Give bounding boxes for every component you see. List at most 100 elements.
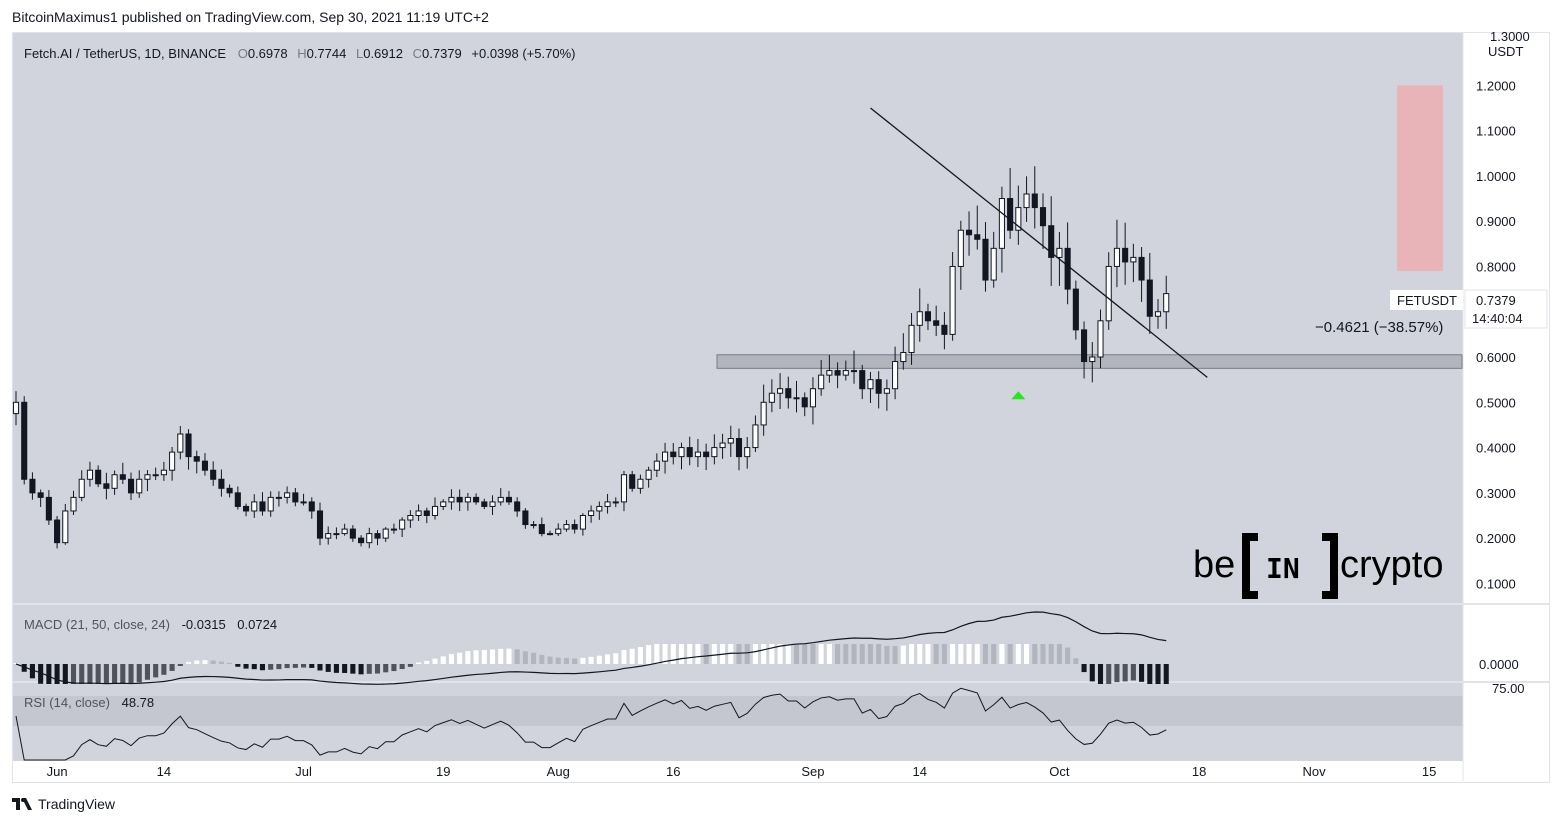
x-tick-label: Jun [47, 764, 68, 779]
macd-histogram-bar [112, 664, 118, 684]
x-tick-label: 16 [666, 764, 680, 779]
candles-layer [12, 166, 1170, 549]
x-tick-label: 15 [1422, 764, 1436, 779]
rsi-legend: RSI (14, close) 48.78 [24, 695, 154, 710]
macd-histogram-bar [416, 662, 422, 664]
price-tag-symbol-bg [1390, 290, 1463, 310]
candle-body [678, 447, 685, 458]
macd-histogram-bar [407, 664, 413, 667]
macd-histogram-bar [1139, 664, 1145, 682]
candle-body [546, 533, 554, 536]
macd-histogram-bar [777, 644, 783, 664]
candle-body [818, 374, 825, 390]
candle-body [653, 460, 660, 471]
macd-histogram-bar [596, 655, 602, 664]
candle-body [177, 433, 184, 453]
macd-histogram-bar [1024, 644, 1030, 664]
macd-histogram-bar [1015, 644, 1021, 664]
candle-body [735, 438, 743, 458]
macd-histogram-bar [793, 644, 800, 664]
candle-body [481, 501, 488, 507]
macd-histogram-bar [506, 648, 512, 664]
macd-histogram-bar [243, 664, 249, 669]
candle-body [982, 238, 989, 281]
macd-histogram-bar [333, 664, 339, 673]
macd-histogram-bar [637, 647, 643, 664]
candle-body [349, 528, 356, 539]
macd-histogram-bar [374, 664, 381, 674]
x-tick-label: Oct [1049, 764, 1070, 779]
macd-histogram-bar [366, 664, 372, 674]
candle-body [423, 510, 430, 516]
candle-body [629, 474, 636, 489]
y-tick-label: 0.5000 [1476, 395, 1516, 410]
axis-area [1464, 33, 1549, 781]
chart-svg[interactable]: 0.10000.20000.30000.40000.50000.60000.70… [12, 32, 1550, 783]
candle-body [275, 496, 282, 499]
macd-histogram-bar [744, 644, 750, 664]
candle-body [727, 438, 734, 444]
macd-line [15, 611, 1167, 685]
candle-body [703, 451, 710, 458]
macd-histogram-bar [350, 664, 356, 674]
macd-histogram-bar [662, 644, 668, 664]
macd-histogram-bar [1097, 664, 1104, 684]
y-tick-label: 0.1000 [1476, 576, 1516, 591]
main-pane-bg [13, 33, 1463, 603]
rsi-label: RSI (14, close) [24, 695, 110, 710]
macd-histogram-bar [317, 664, 323, 671]
macd-histogram-bar [728, 644, 734, 664]
macd-histogram-bar [974, 644, 980, 664]
candle-body [998, 198, 1005, 249]
candle-body [949, 265, 956, 335]
macd-histogram-bar [210, 660, 216, 664]
legend-symbol: Fetch.AI / TetherUS, 1D, BINANCE [24, 46, 226, 61]
candle-body [1023, 193, 1030, 209]
macd-histogram-bar [284, 664, 290, 669]
candle-body [1163, 293, 1170, 313]
macd-histogram-bar [950, 644, 956, 664]
macd-histogram-bar [810, 644, 816, 664]
macd-histogram-bar [1155, 664, 1161, 684]
candle-body [234, 492, 241, 507]
candle-body [1154, 311, 1162, 317]
macd-histogram-bar [629, 648, 635, 664]
candle-body [752, 424, 759, 449]
y-tick-label: 1.0000 [1476, 169, 1516, 184]
candle-body [127, 478, 135, 494]
candle-body [440, 501, 447, 507]
macd-histogram-bar [177, 664, 183, 666]
candle-body [267, 496, 274, 512]
macd-pane-bg [13, 605, 1463, 681]
footer-brand: TradingView [38, 796, 116, 812]
candle-body [1007, 198, 1014, 231]
candle-body [686, 447, 693, 458]
rsi-line [15, 687, 1167, 761]
candle-body [160, 469, 167, 476]
candle-body [390, 528, 397, 531]
candle-body [1138, 256, 1145, 281]
macd-histogram-bar [531, 652, 537, 664]
macd-histogram-bar [835, 644, 841, 664]
candle-body [201, 460, 209, 471]
candle-body [1039, 207, 1047, 227]
candle-body [407, 514, 414, 521]
price-tag-symbol: FETUSDT [1397, 293, 1457, 308]
macd-histogram-bar [933, 644, 939, 664]
candle-body [711, 447, 718, 458]
beincrypto-logo: be IN crypto [1193, 533, 1443, 599]
macd-histogram-bar [1040, 644, 1046, 664]
candle-body [744, 447, 751, 458]
y-tick-label: 0.8000 [1476, 259, 1516, 274]
candle-body [292, 492, 299, 503]
candle-body [1122, 247, 1129, 263]
target-box-layer [1397, 85, 1443, 271]
candle-body [316, 510, 324, 539]
macd-histogram-bar [547, 656, 553, 664]
macd-histogram-bar [1056, 644, 1062, 664]
macd-histogram-bar [79, 664, 85, 684]
candle-body [341, 528, 348, 535]
macd-histogram-bar [325, 664, 331, 672]
candle-body [259, 501, 266, 512]
x-tick-label: Nov [1303, 764, 1327, 779]
